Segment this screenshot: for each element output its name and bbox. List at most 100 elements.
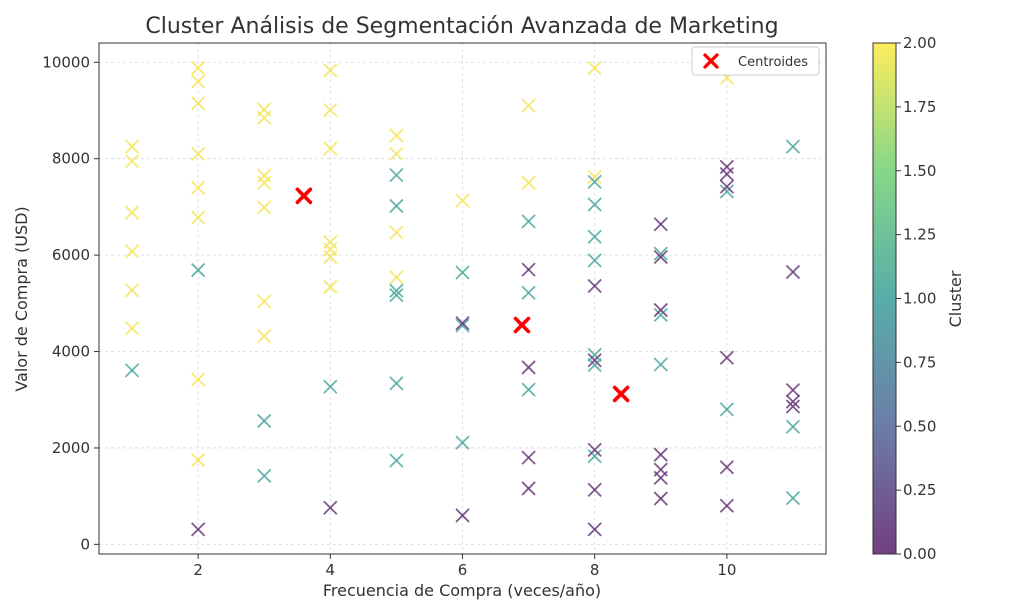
data-point-cluster-0 bbox=[719, 159, 735, 175]
data-point-cluster-2 bbox=[257, 294, 272, 309]
data-point-cluster-1 bbox=[587, 357, 602, 373]
colorbar-tick-label: 1.25 bbox=[903, 226, 936, 244]
data-point-cluster-1 bbox=[389, 283, 404, 298]
colorbar-ticks: 0.00 0.25 0.50 0.75 1.00 1.25 1.50 1.75 2.00 bbox=[896, 34, 936, 563]
data-point-cluster-1 bbox=[521, 382, 536, 397]
y-axis-label: Valor de Compra (USD) bbox=[12, 206, 31, 391]
data-point-cluster-1 bbox=[587, 174, 602, 189]
data-point-cluster-0 bbox=[455, 315, 470, 331]
data-point-cluster-2 bbox=[124, 139, 140, 154]
x-axis-label: Frecuencia de Compra (veces/año) bbox=[323, 581, 601, 600]
data-point-cluster-0 bbox=[587, 442, 602, 458]
data-point-cluster-2 bbox=[521, 98, 536, 113]
data-point-cluster-2 bbox=[587, 169, 602, 185]
legend-box bbox=[691, 46, 820, 76]
legend-centroid-marker bbox=[703, 53, 719, 69]
y-tick-label: 8000 bbox=[52, 150, 90, 168]
data-point-cluster-1 bbox=[389, 167, 404, 183]
colorbar: 0.00 0.25 0.50 0.75 1.00 1.25 1.50 1.75 2.00 Clu… bbox=[872, 34, 965, 563]
axes: 2 4 6 8 10 0 2000 4000 6000 8000 10000 bbox=[42, 42, 827, 579]
data-point-cluster-0 bbox=[653, 491, 668, 506]
data-point-cluster-1 bbox=[455, 435, 470, 450]
centroids bbox=[295, 187, 630, 403]
data-point-cluster-0 bbox=[785, 382, 801, 398]
data-point-cluster-0 bbox=[719, 498, 735, 513]
data-point-cluster-1 bbox=[587, 229, 602, 244]
data-point-cluster-2 bbox=[521, 175, 536, 190]
data-point-cluster-0 bbox=[719, 179, 735, 194]
data-point-cluster-0 bbox=[521, 450, 536, 465]
x-tick-label: 10 bbox=[717, 561, 736, 579]
data-point-cluster-1 bbox=[455, 265, 470, 280]
data-point-cluster-2 bbox=[389, 225, 404, 240]
data-point-cluster-0 bbox=[653, 302, 668, 318]
centroid-legend-icon bbox=[703, 53, 719, 69]
colorbar-tick-label: 0.00 bbox=[903, 545, 936, 563]
colorbar-tick-label: 0.75 bbox=[903, 353, 936, 371]
data-point-cluster-0 bbox=[653, 447, 668, 462]
x-axis-ticks: 2 4 6 8 10 bbox=[193, 554, 736, 579]
data-point-cluster-0 bbox=[719, 166, 735, 182]
data-point-cluster-1 bbox=[653, 357, 668, 372]
grid bbox=[99, 43, 826, 554]
data-point-cluster-2 bbox=[257, 200, 272, 215]
data-point-cluster-2 bbox=[323, 234, 338, 250]
data-point-cluster-2 bbox=[124, 283, 140, 298]
data-point-cluster-1 bbox=[587, 449, 602, 464]
colorbar-tick-label: 0.50 bbox=[903, 417, 936, 435]
data-point-cluster-0 bbox=[190, 522, 206, 537]
data-point-cluster-2 bbox=[323, 102, 338, 118]
centroid-marker bbox=[612, 385, 630, 403]
y-tick-label: 2000 bbox=[52, 439, 90, 457]
x-tick-label: 4 bbox=[326, 561, 336, 579]
x-tick-label: 2 bbox=[193, 561, 203, 579]
data-point-cluster-1 bbox=[587, 347, 602, 363]
data-point-cluster-0 bbox=[587, 278, 602, 294]
data-point-cluster-2 bbox=[257, 110, 272, 125]
data-point-cluster-2 bbox=[190, 452, 206, 468]
data-point-cluster-0 bbox=[653, 470, 668, 485]
colorbar-tick-label: 2.00 bbox=[903, 34, 936, 52]
data-point-cluster-0 bbox=[323, 500, 338, 515]
data-point-cluster-0 bbox=[719, 350, 735, 365]
data-point-cluster-2 bbox=[587, 60, 602, 76]
data-point-cluster-2 bbox=[455, 193, 470, 208]
x-tick-label: 8 bbox=[590, 561, 600, 579]
data-point-cluster-1 bbox=[190, 262, 206, 278]
data-point-cluster-0 bbox=[653, 217, 668, 232]
y-tick-label: 10000 bbox=[42, 53, 90, 71]
data-point-cluster-2 bbox=[257, 168, 272, 183]
data-point-cluster-1 bbox=[653, 307, 668, 323]
data-point-cluster-1 bbox=[719, 184, 735, 199]
chart-title: Cluster Análisis de Segmentación Avanzad… bbox=[145, 14, 778, 39]
data-point-cluster-1 bbox=[785, 419, 801, 434]
data-point-cluster-2 bbox=[124, 153, 140, 169]
data-point-cluster-0 bbox=[653, 249, 668, 265]
data-point-cluster-2 bbox=[124, 321, 140, 336]
data-point-cluster-1 bbox=[719, 402, 735, 417]
data-point-cluster-2 bbox=[190, 60, 206, 76]
data-point-cluster-1 bbox=[389, 287, 404, 303]
data-point-cluster-2 bbox=[124, 244, 140, 259]
legend[interactable]: Centroides bbox=[691, 46, 820, 76]
data-point-cluster-0 bbox=[587, 353, 602, 368]
colorbar-label: Cluster bbox=[946, 270, 965, 327]
data-point-cluster-0 bbox=[521, 262, 536, 277]
data-point-cluster-0 bbox=[785, 394, 801, 409]
data-point-cluster-0 bbox=[455, 508, 470, 523]
data-point-cluster-0 bbox=[587, 522, 602, 537]
data-point-cluster-2 bbox=[389, 270, 404, 285]
data-point-cluster-1 bbox=[587, 253, 602, 268]
y-tick-label: 4000 bbox=[52, 343, 90, 361]
data-point-cluster-1 bbox=[257, 413, 272, 429]
y-tick-label: 6000 bbox=[52, 246, 90, 264]
data-point-cluster-1 bbox=[455, 318, 470, 333]
data-point-cluster-1 bbox=[323, 379, 338, 394]
legend-label: Centroides bbox=[738, 55, 808, 70]
data-point-cluster-2 bbox=[190, 74, 206, 89]
data-point-cluster-2 bbox=[323, 249, 338, 265]
data-point-cluster-0 bbox=[521, 360, 536, 375]
data-point-cluster-1 bbox=[389, 376, 404, 391]
data-point-cluster-2 bbox=[124, 205, 140, 220]
